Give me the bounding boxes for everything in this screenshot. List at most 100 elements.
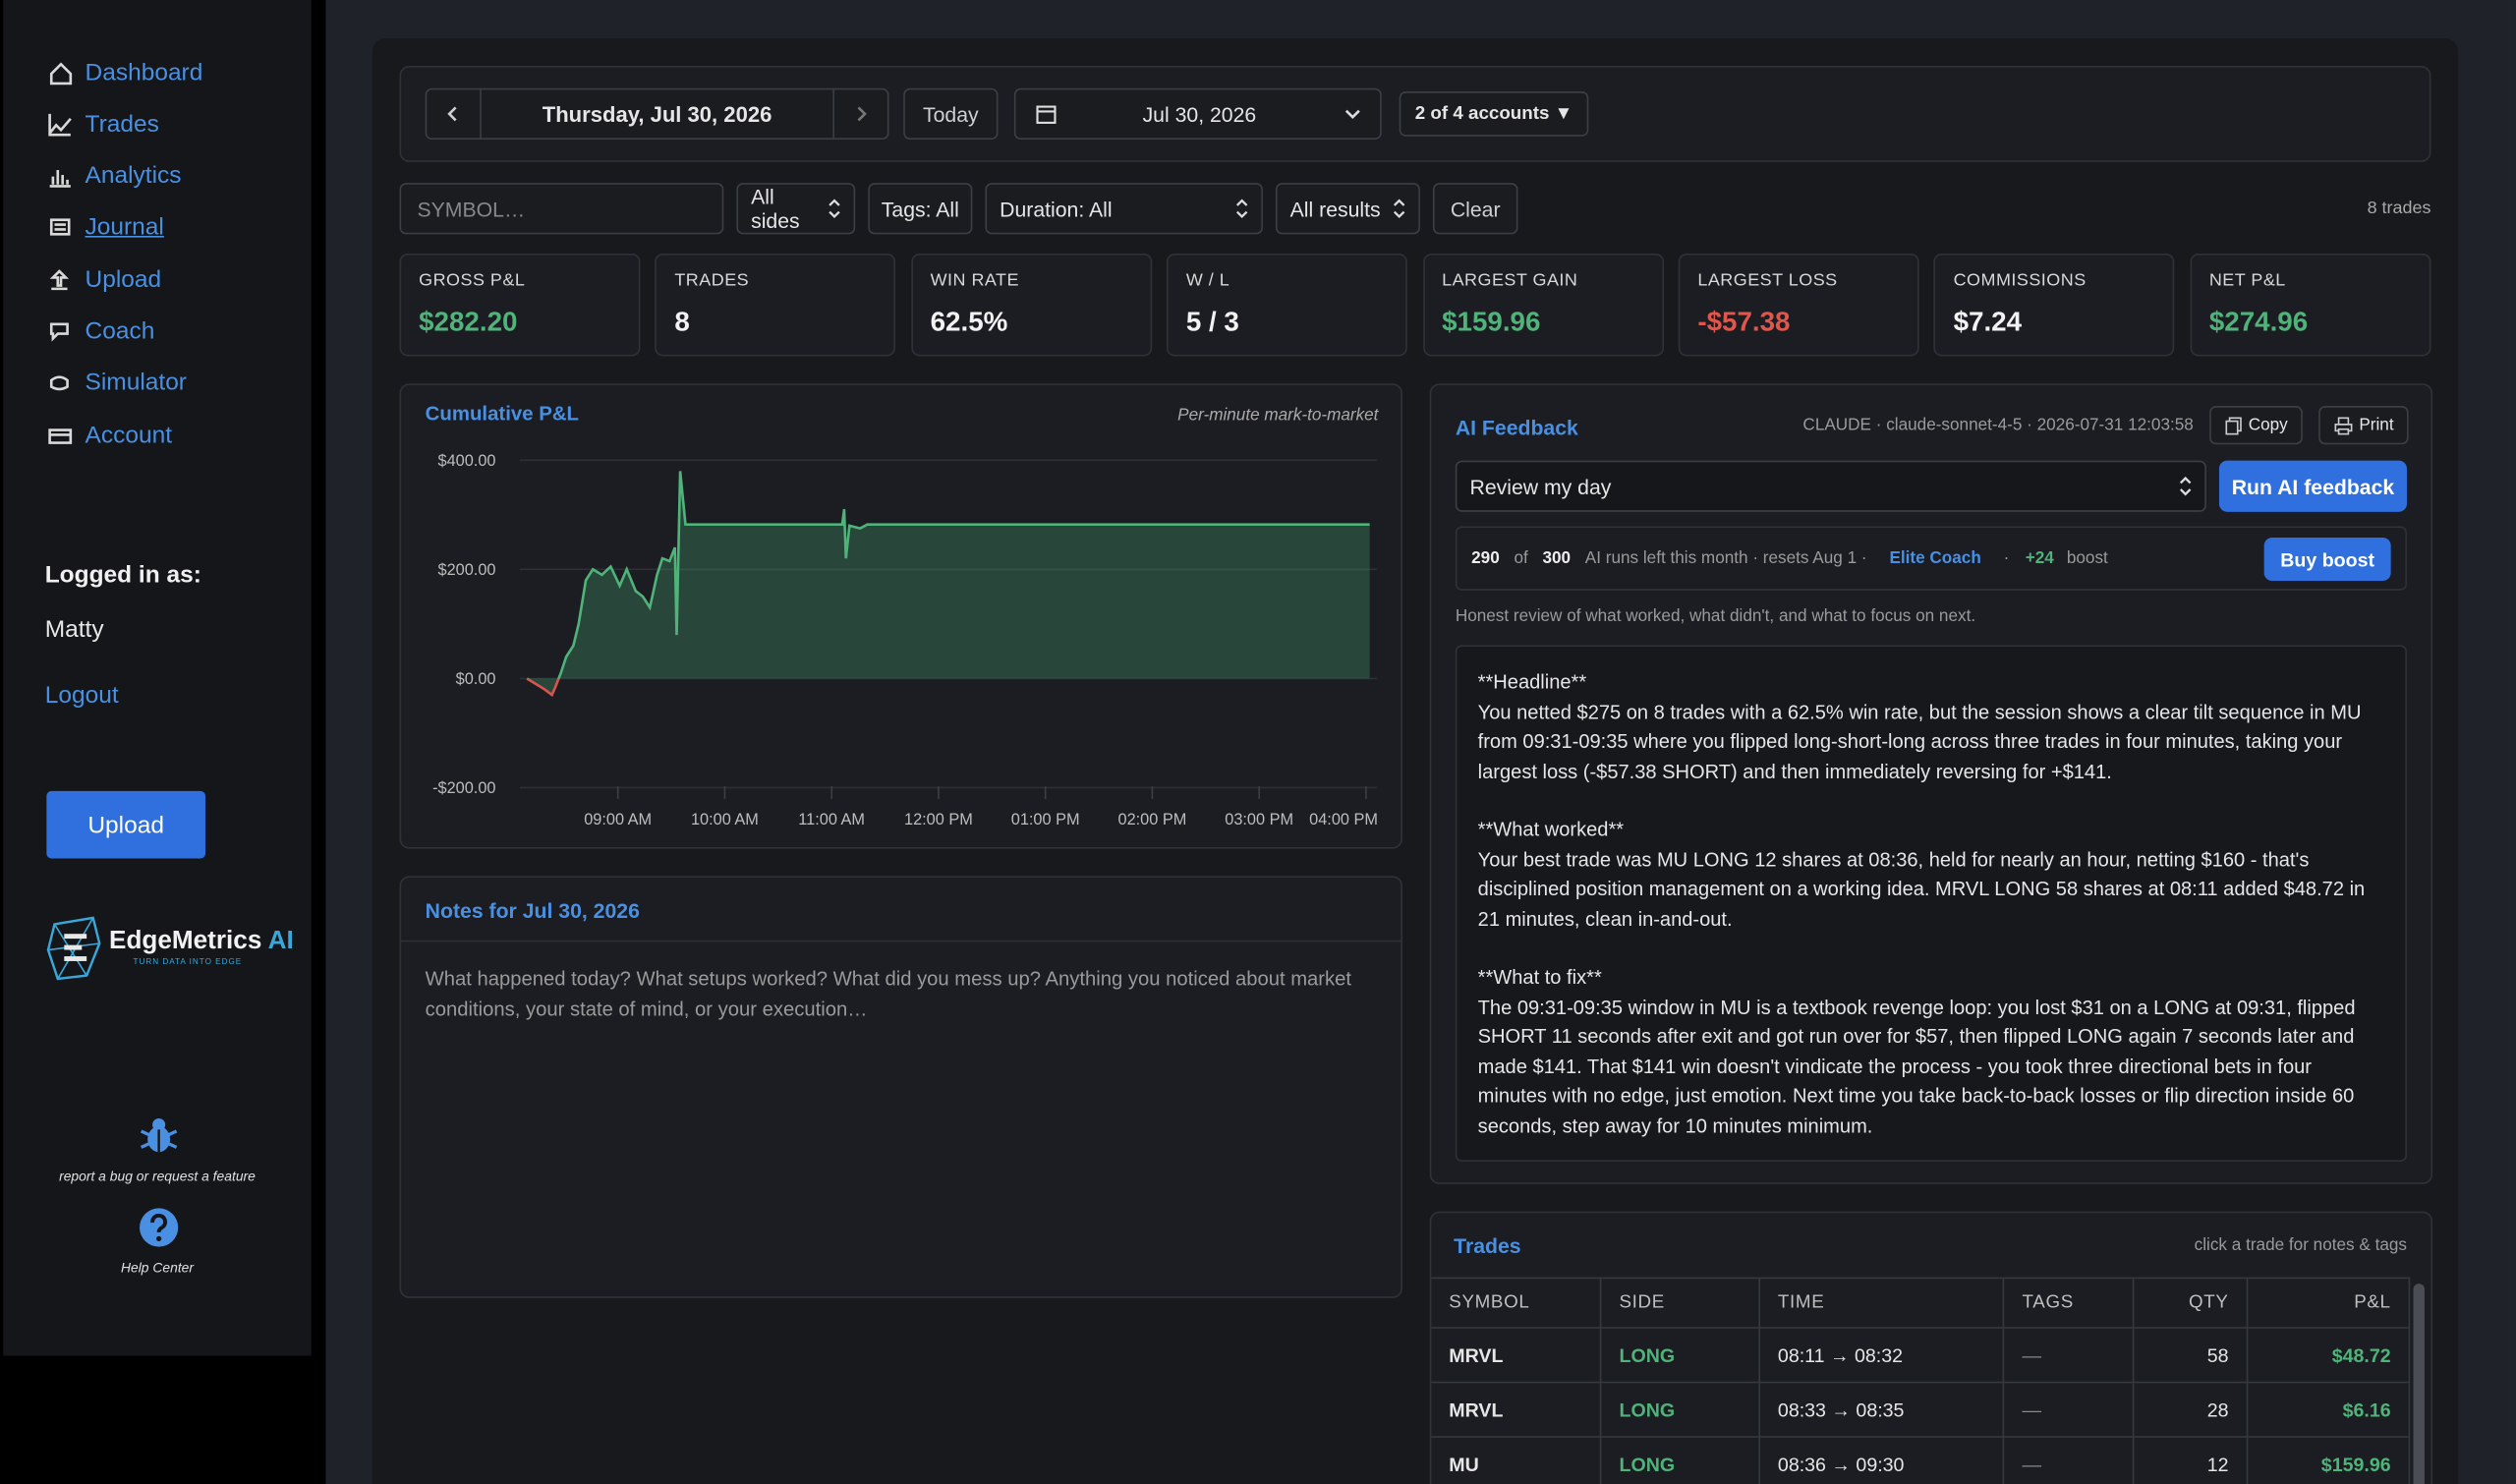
- ai-panel: AI Feedback CLAUDE · claude-sonnet-4-5 ·…: [1429, 383, 2433, 1184]
- stat-card: LARGEST GAIN $159.96: [1422, 253, 1664, 357]
- chart: Cumulative P&L Per-minute mark-to-market…: [426, 404, 1380, 828]
- separator: ·: [2003, 548, 2010, 568]
- trade-row[interactable]: MRVL LONG 08:33 → 08:35—28 $6.16: [1431, 1381, 2411, 1438]
- mode-select[interactable]: Review my day: [1455, 460, 2206, 512]
- x-tick-label: 11:00 AM: [798, 811, 865, 828]
- pnl-cell: $48.72: [2246, 1327, 2411, 1384]
- today-button[interactable]: Today: [903, 87, 999, 141]
- trade-row[interactable]: MU LONG 08:36 → 09:30—12 $159.96: [1431, 1436, 2411, 1484]
- boost-amount: +24: [2025, 548, 2054, 568]
- icon: [49, 170, 71, 188]
- user-name: Matty: [44, 615, 104, 644]
- ai-title: AI Feedback: [1455, 415, 1578, 440]
- nav-link[interactable]: Account: [48, 414, 172, 455]
- nav-icon: [49, 61, 73, 85]
- nav-link[interactable]: Upload: [48, 258, 161, 300]
- stat-value: -$57.38: [1697, 306, 1791, 337]
- chevron: [1344, 109, 1360, 120]
- time-cell: 08:36 → 09:30: [1758, 1436, 2005, 1484]
- logo: EdgeMetrics AI TURN DATA INTO EDGE: [45, 915, 294, 986]
- nav-label: Trades: [85, 110, 159, 139]
- date-picker[interactable]: Jul 30, 2026: [1013, 87, 1382, 141]
- logo-tagline: TURN DATA INTO EDGE: [133, 957, 243, 968]
- boost-label: boost: [2066, 548, 2108, 568]
- tags-filter[interactable]: Tags: All: [868, 183, 973, 235]
- icon: [49, 322, 69, 342]
- tags-cell: —: [2002, 1381, 2134, 1438]
- stat-card: W / L 5 / 3: [1167, 253, 1408, 357]
- stat-value: $7.24: [1953, 306, 2023, 337]
- logout-link[interactable]: Logout: [44, 681, 119, 710]
- y-tick-label: -$200.00: [432, 779, 495, 797]
- arrow-icon: [2179, 476, 2192, 496]
- nav-link[interactable]: Dashboard: [48, 51, 202, 92]
- x-tick-label: 12:00 PM: [904, 811, 973, 828]
- x-tick-label: 02:00 PM: [1118, 811, 1187, 828]
- current-date: Thursday, Jul 30, 2026: [542, 101, 772, 127]
- run-ai-button[interactable]: Run AI feedback: [2218, 460, 2407, 512]
- nav-link[interactable]: Simulator: [48, 363, 187, 404]
- ai-meta: CLAUDE · claude-sonnet-4-5 · 2026-07-31 …: [1802, 415, 2194, 435]
- help-center-link[interactable]: Help Center: [120, 1259, 195, 1276]
- pnl-cell: $159.96: [2246, 1436, 2411, 1484]
- select-label: Review my day: [1469, 474, 1612, 498]
- print-label: Print: [2359, 415, 2394, 435]
- prev-day-button[interactable]: [427, 89, 482, 139]
- table-body: MRVL LONG 08:11 → 08:32—58 $48.72 MRVL LONG 08…: [1431, 1327, 2411, 1484]
- stat-label: TRADES: [674, 270, 750, 291]
- upload-button[interactable]: Upload: [46, 790, 205, 859]
- copy-button[interactable]: Copy: [2209, 406, 2303, 445]
- stat-value: $274.96: [2208, 306, 2309, 337]
- feedback-paragraph: **Headline** You netted $275 on 8 trades …: [1478, 667, 2384, 786]
- stat-card: TRADES 8: [655, 253, 896, 357]
- nav-link[interactable]: Journal: [48, 206, 164, 248]
- arrow-icon: [1235, 199, 1248, 219]
- select-arrows: [1235, 199, 1248, 219]
- nav-label: Dashboard: [85, 58, 203, 86]
- nav-icon: [49, 219, 71, 237]
- line: [526, 471, 1370, 698]
- qty-cell: 58: [2132, 1327, 2249, 1384]
- header-row: SYMBOL SIDE TIME TAGS QTY P&L: [1431, 1277, 2411, 1329]
- select-label: Duration: All: [1000, 196, 1113, 221]
- qty-cell: 28: [2132, 1381, 2249, 1438]
- column-header: SIDE: [1599, 1277, 1760, 1329]
- icon: [49, 268, 70, 290]
- scrollbar: [2413, 1284, 2425, 1484]
- symbol-cell: MRVL: [1431, 1327, 1602, 1384]
- trade-row[interactable]: MRVL LONG 08:11 → 08:32—58 $48.72: [1431, 1327, 2411, 1384]
- help-icon[interactable]: [138, 1207, 179, 1248]
- print-button[interactable]: Print: [2318, 406, 2409, 445]
- buy-boost-button[interactable]: Buy boost: [2263, 537, 2391, 582]
- x-tick-label: 03:00 PM: [1225, 811, 1293, 828]
- next-day-button[interactable]: [832, 89, 887, 139]
- feedback-body: Your best trade was MU LONG 12 shares at…: [1477, 847, 2366, 931]
- nav-link[interactable]: Trades: [48, 103, 159, 144]
- symbol-input[interactable]: SYMBOL…: [399, 183, 724, 235]
- copy-icon: [2225, 417, 2243, 435]
- select-label: All results: [1289, 196, 1381, 221]
- nav-link[interactable]: Coach: [48, 311, 154, 352]
- calendar-icon: [1036, 105, 1057, 124]
- results-select[interactable]: All results: [1275, 183, 1420, 235]
- plan-name: Elite Coach: [1889, 548, 1981, 568]
- accounts-dropdown[interactable]: 2 of 4 accounts ▼: [1399, 91, 1589, 137]
- bug-report-link[interactable]: report a bug or request a feature: [59, 1168, 256, 1184]
- clear-button[interactable]: Clear: [1432, 183, 1518, 235]
- feedback-paragraph: **What worked** Your best trade was MU LO…: [1478, 815, 2384, 934]
- nav-label: Upload: [85, 265, 162, 294]
- chart-title: Cumulative P&L: [426, 404, 579, 426]
- duration-select[interactable]: Duration: All: [985, 183, 1263, 235]
- feedback-heading: **Headline**: [1477, 670, 1587, 694]
- icon: [48, 113, 72, 137]
- nav-link[interactable]: Analytics: [48, 155, 182, 197]
- time-cell: 08:11 → 08:32: [1758, 1327, 2005, 1384]
- pnl-cell: $6.16: [2246, 1381, 2411, 1438]
- bug-icon[interactable]: [138, 1115, 179, 1157]
- y-tick-label: $0.00: [456, 670, 496, 688]
- nav-icon: [49, 375, 69, 391]
- sides-select[interactable]: All sides: [736, 183, 856, 235]
- side-cell: LONG: [1599, 1381, 1760, 1438]
- notes-textarea[interactable]: What happened today? What setups worked?…: [425, 967, 1352, 1021]
